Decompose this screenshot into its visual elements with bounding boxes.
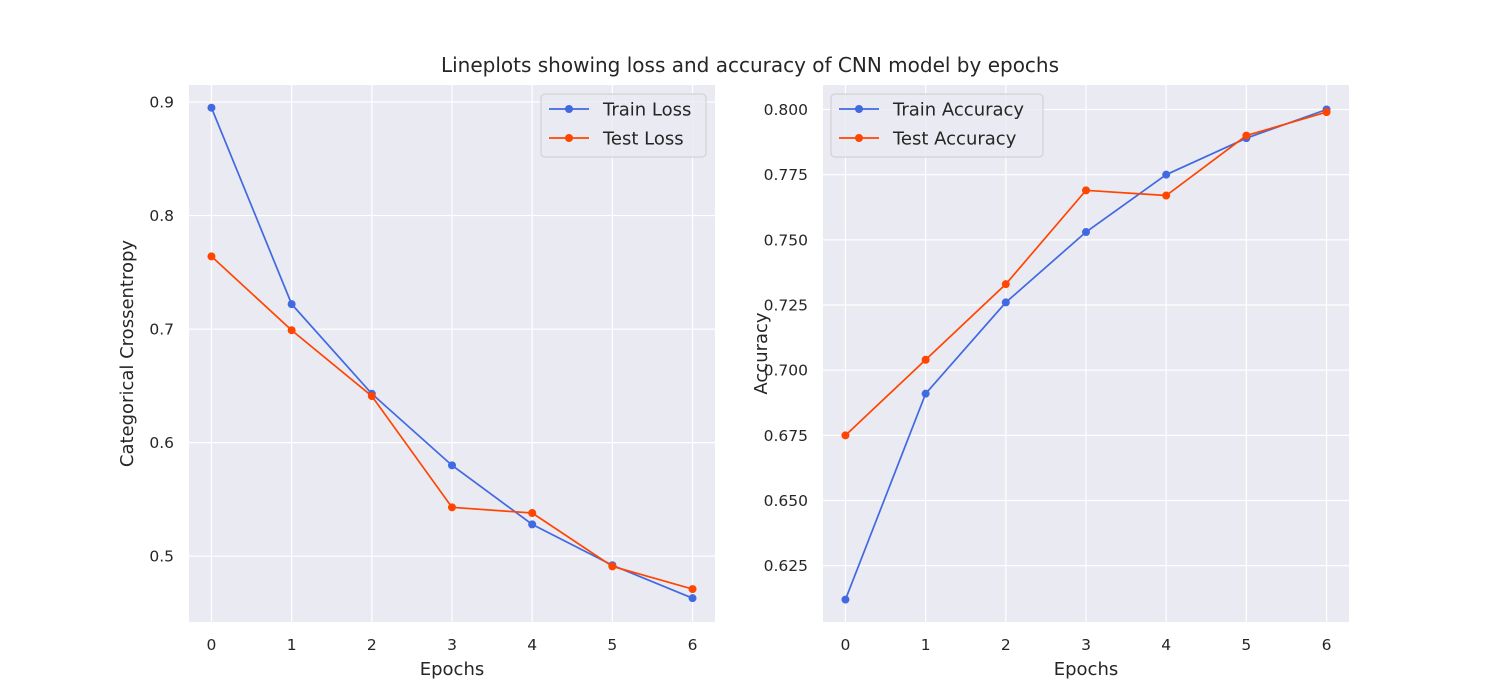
data-point: [608, 562, 617, 571]
data-point: [528, 520, 537, 529]
x-tick-label: 4: [527, 636, 537, 654]
data-point: [1082, 228, 1090, 237]
loss-chart: 0 1 2 3 4 5 6 0.5 0.6 0.7 0.8 0.9 Epochs Categorical …: [117, 85, 715, 680]
data-point: [207, 252, 216, 261]
data-point: [921, 389, 930, 398]
x-axis-label: Epochs: [1054, 659, 1119, 680]
data-point: [367, 392, 376, 401]
data-point: [207, 103, 216, 112]
x-tick-label: 0: [207, 636, 217, 654]
data-point: [1001, 298, 1010, 307]
y-tick-label: 0.625: [764, 557, 808, 575]
y-axis-label: Accuracy: [751, 312, 772, 395]
data-point: [841, 431, 850, 440]
y-axis-label: Categorical Crossentropy: [117, 240, 138, 468]
x-tick-label: 6: [688, 636, 698, 654]
x-tick-label: 3: [447, 636, 457, 654]
legend-label: Train Loss: [602, 100, 691, 121]
data-point: [1322, 108, 1331, 117]
legend-marker: [565, 134, 573, 142]
y-tick-label: 0.9: [149, 94, 174, 112]
data-point: [1162, 191, 1171, 200]
y-tick-label: 0.5: [149, 548, 174, 566]
legend-marker: [565, 105, 573, 113]
x-tick-label: 0: [841, 636, 851, 654]
figure-title: Lineplots showing loss and accuracy of C…: [441, 53, 1059, 77]
y-tick-label: 0.725: [764, 297, 808, 315]
x-tick-label: 5: [607, 636, 617, 654]
legend-marker: [855, 105, 863, 113]
legend-label: Test Accuracy: [892, 129, 1017, 150]
data-point: [528, 509, 537, 518]
y-tick-label: 0.700: [764, 362, 808, 380]
x-tick-label: 3: [1081, 636, 1091, 654]
x-tick-label: 2: [1001, 636, 1011, 654]
legend-marker: [855, 134, 863, 142]
legend-label: Train Accuracy: [892, 100, 1024, 121]
x-tick-label: 1: [921, 636, 931, 654]
accuracy-chart: 0 1 2 3 4 5 6 0.625 0.650 0.675 0.700 0.725 0.750 0.7…: [751, 85, 1349, 680]
data-point: [287, 300, 296, 309]
y-tick-label: 0.675: [764, 427, 808, 445]
legend-label: Test Loss: [602, 129, 684, 150]
y-tick-label: 0.800: [764, 101, 808, 119]
y-tick-label: 0.8: [149, 207, 174, 225]
data-point: [688, 585, 697, 594]
data-point: [841, 595, 850, 604]
data-point: [688, 594, 697, 603]
data-point: [448, 461, 456, 470]
data-point: [1001, 280, 1010, 289]
x-axis-label: Epochs: [420, 659, 485, 680]
data-point: [1162, 170, 1171, 179]
y-tick-label: 0.775: [764, 166, 808, 184]
data-point: [1082, 186, 1090, 195]
y-tick-label: 0.7: [149, 321, 174, 339]
y-tick-label: 0.6: [149, 434, 174, 452]
legend-box: [830, 93, 1044, 158]
data-point: [1242, 131, 1251, 140]
data-point: [921, 355, 930, 364]
data-point: [448, 503, 456, 512]
x-tick-label: 4: [1161, 636, 1171, 654]
y-tick-label: 0.750: [764, 231, 808, 249]
x-tick-label: 1: [287, 636, 297, 654]
x-tick-label: 2: [367, 636, 377, 654]
y-tick-label: 0.650: [764, 492, 808, 510]
x-tick-label: 6: [1322, 636, 1332, 654]
data-point: [287, 326, 296, 335]
x-tick-label: 5: [1241, 636, 1251, 654]
